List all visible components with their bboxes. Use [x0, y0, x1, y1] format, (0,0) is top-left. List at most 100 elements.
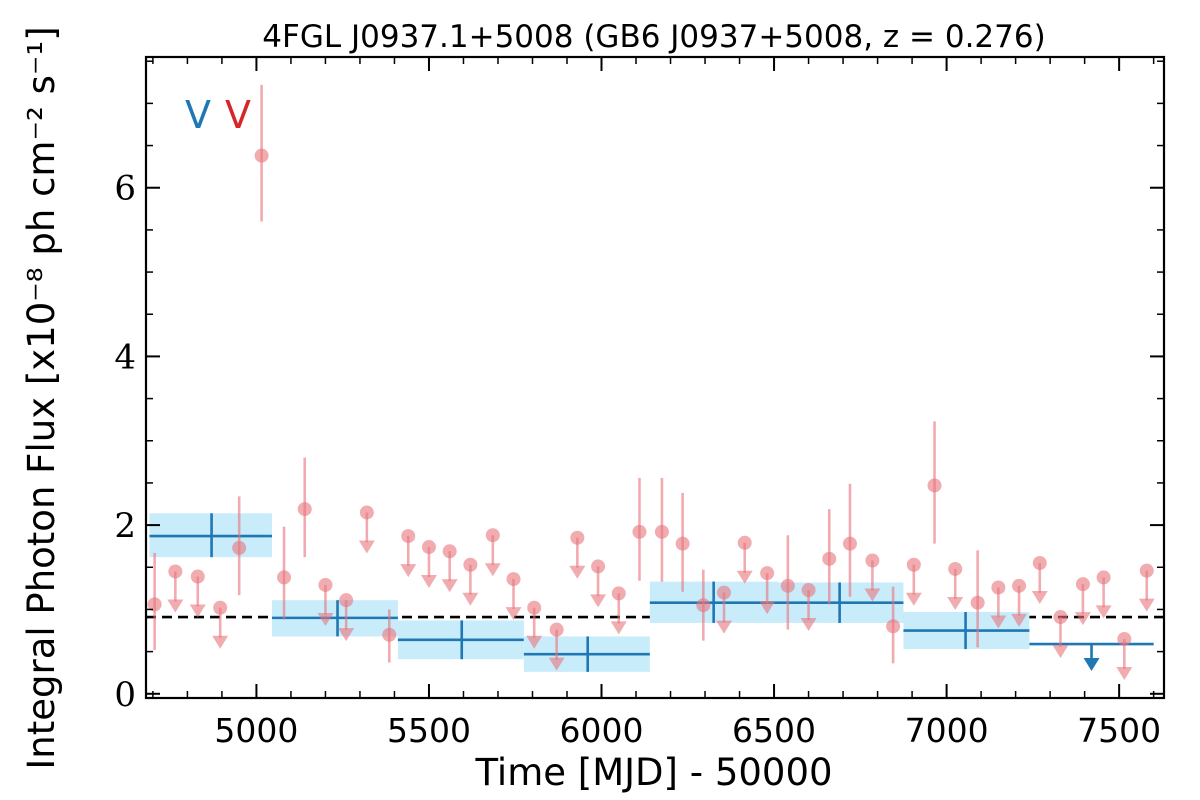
red-upper-limit-point [1053, 610, 1068, 625]
red-upper-limit-point [1012, 578, 1027, 593]
red-upper-limit-arrow [1052, 645, 1069, 659]
x-axis-label: Time [MJD] - 50000 [474, 751, 832, 794]
red-upper-limit-arrow [484, 563, 501, 577]
red-upper-limit-arrow [1074, 612, 1091, 626]
red-upper-limit-point [401, 529, 416, 544]
red-series-layer [147, 84, 1155, 680]
red-upper-limit-point [463, 557, 478, 572]
red-data-point [654, 524, 669, 539]
red-upper-limit-arrow [441, 579, 458, 593]
red-upper-limit-point [611, 586, 626, 601]
x-tick-label: 7500 [1077, 711, 1161, 750]
x-tick-label: 5500 [387, 711, 471, 750]
red-upper-limit-point [506, 572, 521, 587]
red-upper-limit-arrow [420, 575, 437, 589]
red-upper-limit-arrow [590, 594, 607, 608]
chart-title: 4FGL J0937.1+5008 (GB6 J0937+5008, z = 0… [262, 19, 1045, 55]
y-tick-label: 0 [114, 675, 136, 715]
red-upper-limit-point [442, 544, 457, 559]
red-upper-limit-point [737, 535, 752, 550]
red-upper-limit-arrow [548, 657, 565, 671]
red-upper-limit-point [760, 566, 775, 581]
red-upper-limit-point [865, 553, 880, 568]
red-data-point [970, 595, 985, 610]
red-upper-limit-arrow [526, 635, 543, 649]
y-tick-label: 4 [114, 337, 136, 377]
red-upper-limit-arrow [317, 612, 334, 626]
red-upper-limit-arrow [189, 604, 206, 618]
red-upper-limit-point [801, 583, 816, 598]
red-upper-limit-point [213, 600, 228, 615]
red-upper-limit-point [339, 593, 354, 608]
axes-layer: 5000 5500 6000 6500 7000 7500 0 2 4 6 [114, 55, 1166, 750]
red-upper-limit-arrow [400, 564, 417, 578]
red-upper-limit-arrow [569, 565, 586, 579]
red-data-point [382, 627, 397, 642]
red-upper-limit-arrow [905, 592, 922, 606]
red-upper-limit-point [485, 528, 500, 543]
red-upper-limit-arrow [338, 628, 355, 642]
y-tick-label: 2 [114, 506, 136, 546]
y-tick-label: 6 [114, 169, 136, 209]
red-upper-limit-point [906, 557, 921, 572]
red-upper-limit-arrow [716, 620, 733, 634]
red-upper-limit-arrow [358, 540, 375, 554]
red-upper-limit-point [1096, 570, 1111, 585]
red-upper-limit-point [190, 569, 205, 584]
red-upper-limit-arrow [759, 601, 776, 615]
red-upper-limit-point [991, 580, 1006, 595]
red-upper-limit-point [168, 564, 183, 579]
x-tick-label: 7000 [905, 711, 989, 750]
red-upper-limit-arrow [1011, 613, 1028, 627]
red-upper-limit-point [1032, 556, 1047, 571]
red-data-point [780, 578, 795, 593]
red-upper-limit-arrow [736, 570, 753, 584]
red-upper-limit-arrow [167, 599, 184, 613]
blue-series-layer [149, 513, 1154, 672]
red-data-point [297, 502, 312, 517]
red-data-point [147, 597, 162, 612]
red-upper-limit-arrow [990, 615, 1007, 629]
x-tick-label: 5000 [214, 711, 298, 750]
red-data-point [822, 551, 837, 566]
red-data-point [277, 570, 292, 585]
red-upper-limit-arrow [1095, 605, 1112, 619]
red-data-point [232, 540, 247, 555]
blue-upper-limit-arrow [1083, 658, 1100, 672]
red-data-point [886, 619, 901, 634]
red-upper-limit-point [1139, 563, 1154, 578]
red-upper-limit-point [948, 561, 963, 576]
red-upper-limit-arrow [947, 596, 964, 610]
red-upper-limit-point [717, 585, 732, 600]
red-upper-limit-arrow [610, 621, 627, 635]
plot-frame [144, 55, 1166, 700]
red-flag-marker: V [225, 93, 251, 137]
red-data-point [675, 536, 690, 551]
y-axis-label: Integral Photon Flux [x10⁻⁸ ph cm⁻² s⁻¹] [20, 26, 63, 769]
red-upper-limit-point [359, 505, 374, 520]
red-data-point [696, 598, 711, 613]
red-data-point [927, 478, 942, 493]
red-upper-limit-arrow [800, 618, 817, 632]
red-upper-limit-point [1075, 577, 1090, 592]
red-upper-limit-arrow [864, 588, 881, 602]
red-upper-limit-arrow [505, 607, 522, 621]
red-data-point [632, 524, 647, 539]
red-upper-limit-arrow [462, 592, 479, 606]
red-upper-limit-point [318, 577, 333, 592]
red-upper-limit-arrow [212, 635, 229, 649]
x-tick-label: 6500 [732, 711, 816, 750]
red-upper-limit-point [591, 559, 606, 574]
red-upper-limit-point [549, 622, 564, 637]
x-tick-label: 6000 [560, 711, 644, 750]
red-upper-limit-point [527, 600, 542, 615]
blue-flag-marker: V [185, 93, 211, 137]
red-upper-limit-point [1117, 631, 1132, 646]
red-upper-limit-point [570, 530, 585, 545]
red-upper-limit-point [421, 540, 436, 555]
red-upper-limit-arrow [1116, 666, 1133, 680]
red-upper-limit-arrow [1031, 591, 1048, 605]
red-upper-limit-arrow [1138, 598, 1155, 612]
red-data-point [842, 536, 857, 551]
